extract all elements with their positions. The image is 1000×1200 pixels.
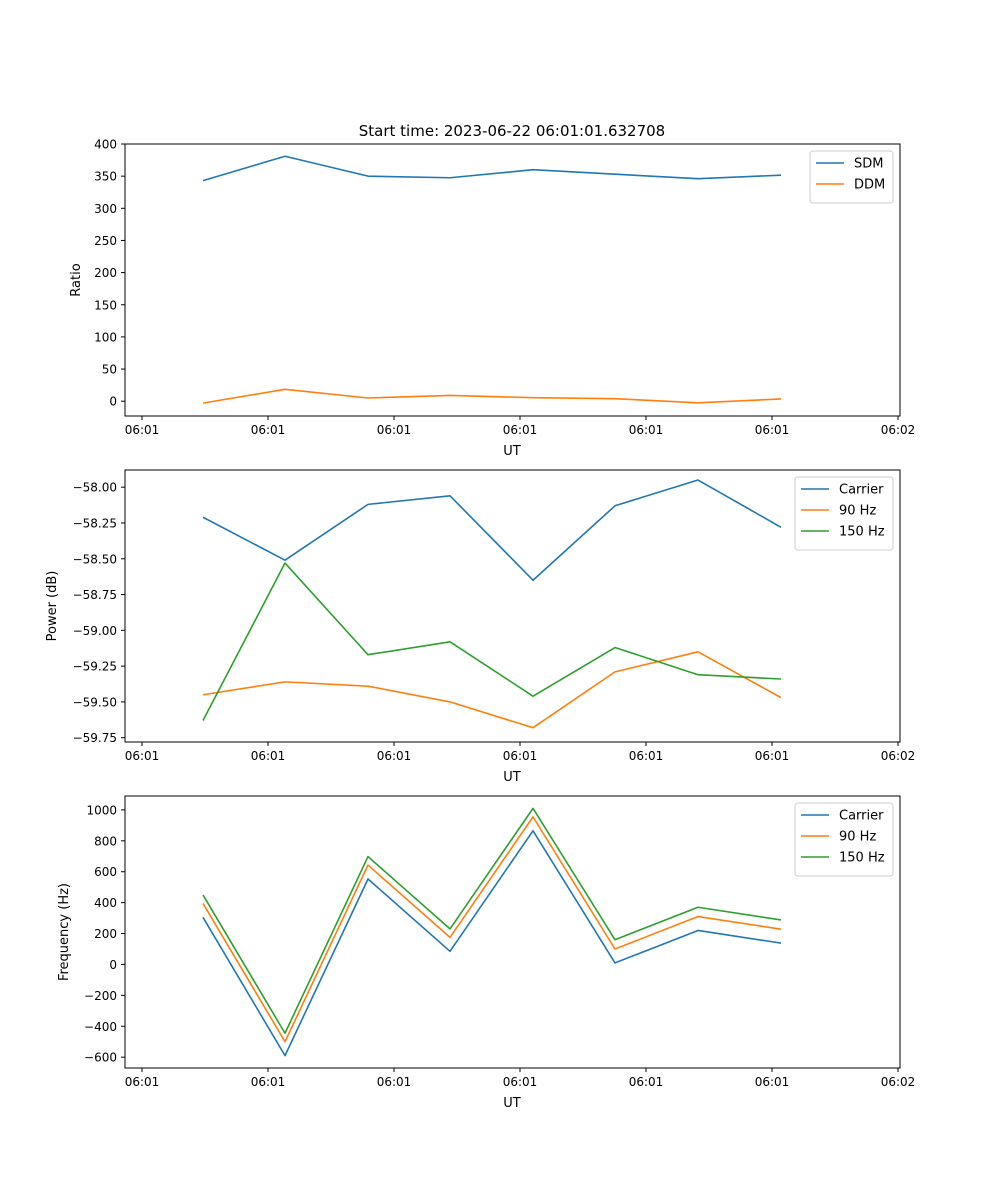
- legend-box: [809, 150, 894, 204]
- x-tick-label: 06:01: [377, 749, 412, 763]
- x-tick-label: 06:01: [251, 1075, 286, 1089]
- x-tick-label: 06:01: [377, 1075, 412, 1089]
- y-tick-label: 150: [94, 298, 117, 312]
- x-tick-label: 06:01: [629, 423, 664, 437]
- x-tick-label: 06:01: [503, 1075, 538, 1089]
- x-tick-label: 06:02: [881, 423, 916, 437]
- series-line-150-hz: [202, 807, 782, 1035]
- y-tick-label: 400: [94, 896, 117, 910]
- y-tick-label: 100: [94, 330, 117, 344]
- series-line-ddm: [202, 388, 782, 404]
- y-tick-label: −58.00: [73, 481, 117, 495]
- y-tick-label: 50: [102, 363, 117, 377]
- x-tick-label: 06:01: [629, 749, 664, 763]
- y-tick-label: 400: [94, 138, 117, 152]
- y-tick-label: −58.50: [73, 552, 117, 566]
- series-line-sdm: [202, 155, 782, 182]
- x-tick-label: 06:01: [755, 749, 790, 763]
- legend-label: Carrier: [839, 483, 884, 498]
- y-tick-label: 200: [94, 266, 117, 280]
- x-tick-label: 06:01: [251, 423, 286, 437]
- legend-label: 150 Hz: [839, 525, 885, 540]
- x-tick-label: 06:01: [755, 423, 790, 437]
- y-tick-label: −600: [84, 1051, 117, 1065]
- x-tick-label: 06:01: [503, 749, 538, 763]
- x-tick-label: 06:01: [251, 749, 286, 763]
- legend: Carrier 90 Hz 150 Hz: [794, 802, 894, 877]
- x-tick-label: 06:02: [881, 1075, 916, 1089]
- legend-label: SDM: [854, 157, 883, 172]
- figure-title: Start time: 2023-06-22 06:01:01.632708: [359, 122, 665, 140]
- panel-2: 06:01 06:01 06:01 06:01 06:01 06:01 06:02 −59.7…: [45, 469, 916, 785]
- legend-label: DDM: [854, 178, 885, 193]
- y-tick-label: −59.00: [73, 624, 117, 638]
- y-tick-label: −200: [84, 989, 117, 1003]
- y-tick-label: 0: [109, 395, 117, 409]
- y-tick-label: 350: [94, 170, 117, 184]
- legend-label: Carrier: [839, 809, 884, 824]
- x-axis-label: UT: [503, 1096, 521, 1111]
- x-tick-label: 06:01: [755, 1075, 790, 1089]
- x-tick-label: 06:01: [125, 1075, 160, 1089]
- series-line-carrier: [202, 479, 782, 582]
- y-tick-label: −400: [84, 1020, 117, 1034]
- x-axis-label: UT: [503, 444, 521, 459]
- y-tick-label: −59.75: [73, 731, 117, 745]
- y-tick-label: −59.25: [73, 660, 117, 674]
- axes-frame: [124, 795, 901, 1069]
- legend-label: 90 Hz: [839, 504, 876, 519]
- y-tick-label: 200: [94, 927, 117, 941]
- axes-frame: [124, 469, 901, 743]
- series-line-carrier: [202, 829, 782, 1057]
- x-tick-label: 06:02: [881, 749, 916, 763]
- legend: Carrier 90 Hz 150 Hz: [794, 476, 894, 551]
- x-tick-label: 06:01: [629, 1075, 664, 1089]
- y-axis-label: Power (dB): [45, 571, 60, 642]
- legend: SDM DDM: [809, 150, 894, 204]
- panel-3: 06:01 06:01 06:01 06:01 06:01 06:01 06:02 −600 −…: [57, 795, 916, 1111]
- x-tick-label: 06:01: [377, 423, 412, 437]
- y-tick-label: 0: [109, 958, 117, 972]
- panels: 06:01 06:01 06:01 06:01 06:01 06:01 06:02 0 50 10…: [45, 138, 915, 1112]
- y-tick-label: 250: [94, 234, 117, 248]
- y-tick-label: 1000: [86, 803, 117, 817]
- y-tick-label: 600: [94, 865, 117, 879]
- legend-label: 150 Hz: [839, 851, 885, 866]
- panel-1: 06:01 06:01 06:01 06:01 06:01 06:01 06:02 0 50 10…: [69, 138, 915, 460]
- series-line-90-hz: [202, 651, 782, 729]
- y-tick-label: 300: [94, 202, 117, 216]
- y-tick-label: 800: [94, 834, 117, 848]
- series-line-90-hz: [202, 816, 782, 1043]
- legend-label: 90 Hz: [839, 830, 876, 845]
- y-tick-label: −59.50: [73, 695, 117, 709]
- y-axis-label: Frequency (Hz): [57, 883, 72, 981]
- y-tick-label: −58.75: [73, 588, 117, 602]
- series-line-150-hz: [202, 562, 782, 721]
- y-axis-label: Ratio: [69, 263, 84, 296]
- x-tick-label: 06:01: [125, 423, 160, 437]
- y-tick-label: −58.25: [73, 516, 117, 530]
- axes-frame: [124, 143, 901, 417]
- x-axis-label: UT: [503, 770, 521, 785]
- x-tick-label: 06:01: [503, 423, 538, 437]
- x-tick-label: 06:01: [125, 749, 160, 763]
